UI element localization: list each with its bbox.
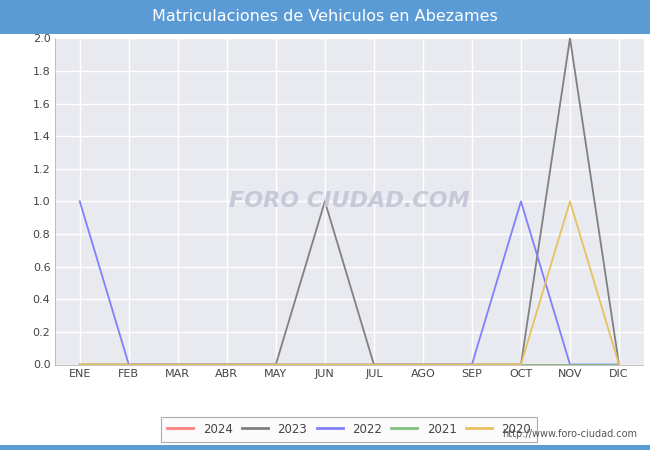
Text: FORO CIUDAD.COM: FORO CIUDAD.COM	[229, 191, 470, 212]
Legend: 2024, 2023, 2022, 2021, 2020: 2024, 2023, 2022, 2021, 2020	[161, 417, 538, 442]
Text: Matriculaciones de Vehiculos en Abezames: Matriculaciones de Vehiculos en Abezames	[152, 9, 498, 24]
Text: http://www.foro-ciudad.com: http://www.foro-ciudad.com	[502, 429, 637, 439]
